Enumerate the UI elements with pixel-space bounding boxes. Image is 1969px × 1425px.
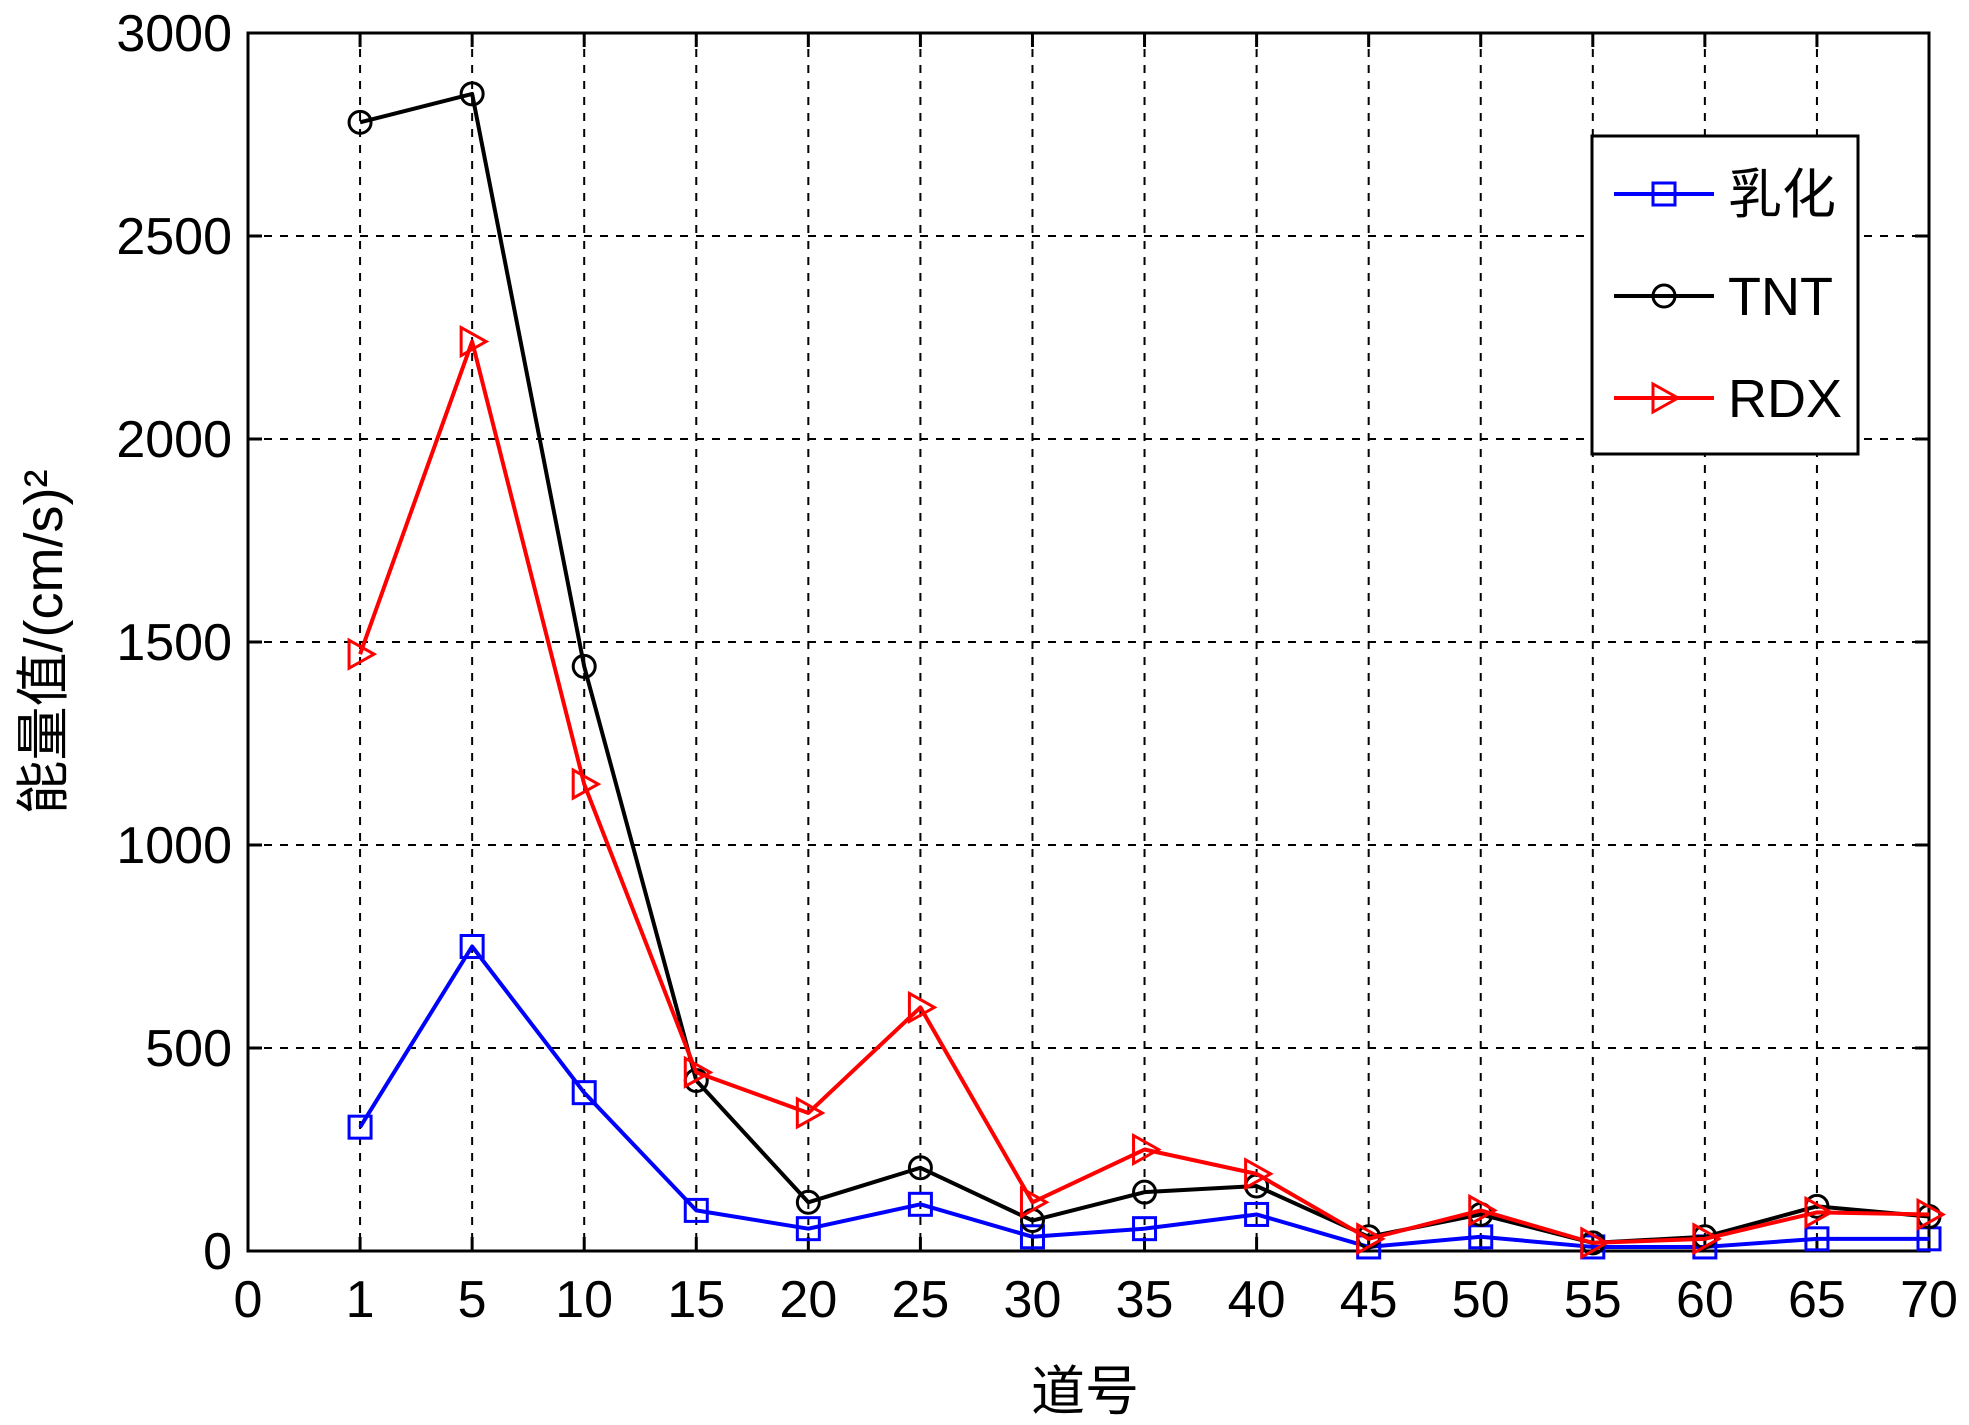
- x-tick-label: 30: [1004, 1271, 1062, 1329]
- data-point: [683, 1197, 709, 1223]
- y-axis-title: 能量值/(cm/s)²: [14, 470, 74, 815]
- data-point: [347, 637, 378, 671]
- data-point: [459, 81, 485, 107]
- x-tick-label: 60: [1676, 1271, 1734, 1329]
- y-tick-label: 2000: [116, 411, 232, 469]
- data-point: [1132, 1132, 1162, 1167]
- x-tick-label: 1: [346, 1271, 375, 1329]
- data-point: [1356, 1222, 1386, 1256]
- x-tick-label: 15: [667, 1271, 725, 1329]
- data-point: [459, 325, 490, 359]
- x-tick-label: 25: [891, 1271, 949, 1329]
- grid: [248, 33, 1929, 1251]
- series-line: [358, 339, 1930, 1245]
- legend-marker: [1651, 181, 1677, 207]
- x-tick-label: 65: [1788, 1271, 1846, 1329]
- data-point: [1916, 1197, 1947, 1232]
- x-axis-title: 道号: [1031, 1362, 1139, 1422]
- data-point: [683, 1055, 714, 1089]
- x-tick-label: 35: [1116, 1271, 1174, 1329]
- legend-item: 乳化: [1614, 165, 1836, 225]
- series: [347, 325, 1947, 1260]
- legend-label: 乳化: [1728, 165, 1836, 225]
- series-layer: [347, 81, 1947, 1260]
- data-point: [795, 1189, 821, 1215]
- y-axis: 0 500 1000 1500 2000 2500 3000: [116, 5, 1929, 1281]
- data-point: [1804, 1226, 1830, 1252]
- series-line: [358, 944, 1929, 1249]
- legend: 乳化 TNT RDX: [1590, 134, 1860, 456]
- y-tick-label: 2500: [116, 208, 232, 266]
- y-tick-label: 500: [145, 1020, 232, 1078]
- data-point: [795, 1096, 826, 1130]
- y-tick-label: 3000: [116, 5, 232, 63]
- y-tick-label: 0: [203, 1223, 232, 1281]
- data-point: [1019, 1185, 1050, 1219]
- x-tick-label: 5: [458, 1271, 487, 1329]
- data-point: [1244, 1201, 1270, 1227]
- data-point: [1132, 1216, 1158, 1242]
- data-point: [1019, 1224, 1045, 1250]
- data-point: [1692, 1222, 1722, 1256]
- y-tick-label: 1000: [116, 817, 232, 875]
- legend-label: RDX: [1728, 369, 1842, 429]
- data-point: [347, 1114, 373, 1140]
- data-point: [1132, 1179, 1158, 1205]
- data-point: [571, 653, 597, 679]
- data-point: [1804, 1195, 1835, 1229]
- x-tick-label: 70: [1900, 1271, 1958, 1329]
- legend-box: [1590, 134, 1860, 456]
- data-point: [1580, 1226, 1610, 1260]
- y-tick-label: 1500: [116, 614, 232, 672]
- data-point: [571, 767, 602, 801]
- data-point: [459, 934, 485, 959]
- data-point: [347, 109, 373, 135]
- x-tick-label: 55: [1564, 1271, 1622, 1329]
- legend-item: TNT: [1614, 267, 1833, 327]
- data-point: [1244, 1157, 1274, 1191]
- x-tick-label: 10: [555, 1271, 613, 1329]
- x-tick-label: 45: [1340, 1271, 1398, 1329]
- data-point: [795, 1216, 821, 1242]
- x-tick-label: 0: [234, 1271, 263, 1329]
- x-tick-label: 20: [779, 1271, 837, 1329]
- x-axis: 0 1 5 10 15 20 25 30 35 40 45 50 55 60 65 70: [234, 33, 1958, 1329]
- data-point: [907, 1191, 933, 1217]
- data-point: [907, 990, 938, 1024]
- series: [347, 934, 1942, 1260]
- data-point: [571, 1080, 597, 1106]
- legend-marker: [1651, 283, 1677, 309]
- data-point: [907, 1155, 933, 1181]
- x-tick-label: 40: [1228, 1271, 1286, 1329]
- x-tick-label: 50: [1452, 1271, 1510, 1329]
- legend-item: RDX: [1614, 369, 1842, 429]
- legend-marker: [1651, 381, 1682, 415]
- legend-label: TNT: [1728, 267, 1833, 327]
- data-point: [1468, 1193, 1498, 1227]
